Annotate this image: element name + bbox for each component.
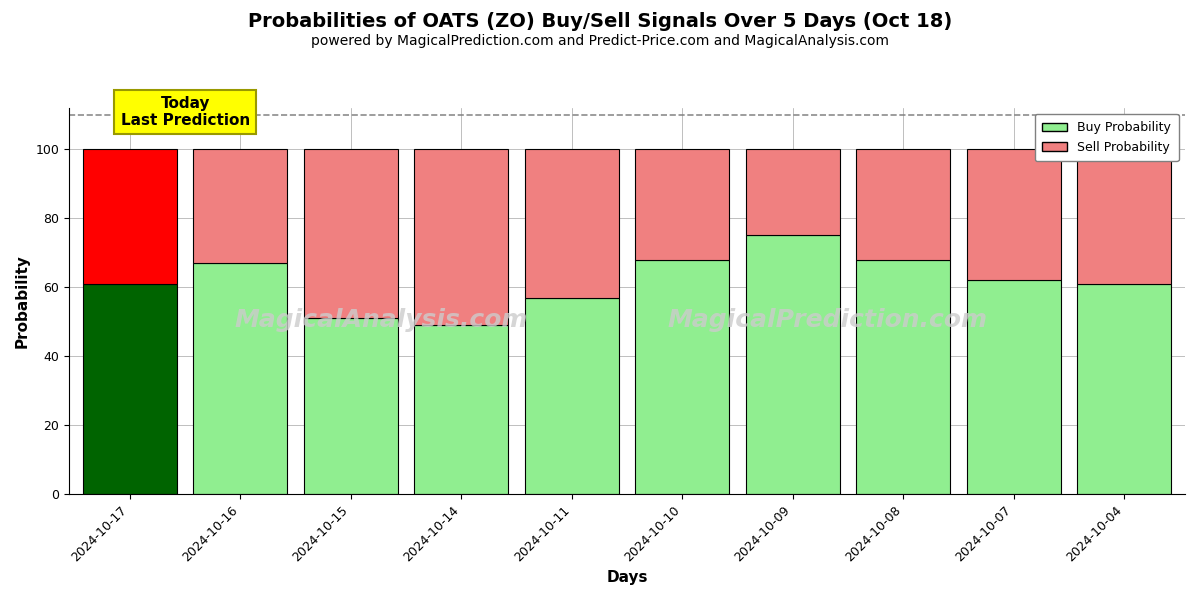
Bar	[414, 325, 509, 494]
Bar	[1078, 149, 1171, 284]
Bar	[304, 149, 398, 318]
X-axis label: Days: Days	[606, 570, 648, 585]
Text: powered by MagicalPrediction.com and Predict-Price.com and MagicalAnalysis.com: powered by MagicalPrediction.com and Pre…	[311, 34, 889, 48]
Bar	[857, 260, 950, 494]
Bar	[524, 298, 619, 494]
Y-axis label: Probability: Probability	[16, 254, 30, 348]
Bar	[83, 284, 176, 494]
Bar	[967, 149, 1061, 280]
Text: Today
Last Prediction: Today Last Prediction	[120, 96, 250, 128]
Bar	[746, 149, 840, 235]
Bar	[1078, 284, 1171, 494]
Bar	[635, 260, 730, 494]
Bar	[193, 263, 287, 494]
Bar	[635, 149, 730, 260]
Text: Probabilities of OATS (ZO) Buy/Sell Signals Over 5 Days (Oct 18): Probabilities of OATS (ZO) Buy/Sell Sign…	[248, 12, 952, 31]
Text: MagicalAnalysis.com: MagicalAnalysis.com	[235, 308, 528, 332]
Bar	[967, 280, 1061, 494]
Bar	[857, 149, 950, 260]
Bar	[746, 235, 840, 494]
Bar	[414, 149, 509, 325]
Bar	[83, 149, 176, 284]
Text: MagicalPrediction.com: MagicalPrediction.com	[668, 308, 988, 332]
Legend: Buy Probability, Sell Probability: Buy Probability, Sell Probability	[1034, 114, 1178, 161]
Bar	[524, 149, 619, 298]
Bar	[193, 149, 287, 263]
Bar	[304, 318, 398, 494]
